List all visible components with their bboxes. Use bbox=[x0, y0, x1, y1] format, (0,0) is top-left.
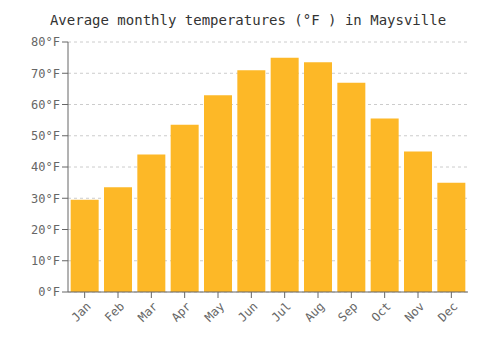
svg-text:Aug: Aug bbox=[302, 299, 327, 324]
svg-text:50°F: 50°F bbox=[31, 129, 60, 143]
svg-text:Apr: Apr bbox=[169, 299, 194, 324]
svg-text:80°F: 80°F bbox=[31, 35, 60, 49]
svg-text:Oct: Oct bbox=[369, 299, 394, 324]
svg-text:Mar: Mar bbox=[135, 299, 160, 324]
svg-text:60°F: 60°F bbox=[31, 98, 60, 112]
svg-text:Jul: Jul bbox=[269, 299, 294, 324]
svg-text:20°F: 20°F bbox=[31, 223, 60, 237]
svg-text:40°F: 40°F bbox=[31, 160, 60, 174]
svg-text:0°F: 0°F bbox=[38, 285, 60, 299]
svg-text:Feb: Feb bbox=[102, 299, 127, 324]
svg-text:10°F: 10°F bbox=[31, 254, 60, 268]
svg-text:Nov: Nov bbox=[402, 299, 427, 324]
svg-text:30°F: 30°F bbox=[31, 192, 60, 206]
svg-text:Jun: Jun bbox=[235, 299, 260, 324]
svg-text:70°F: 70°F bbox=[31, 67, 60, 81]
html-text:Average monthly temperatures (: Average monthly temperatures (°F ) in Ma… bbox=[49, 12, 447, 28]
svg-text:Jan: Jan bbox=[69, 299, 94, 324]
svg-text:Sep: Sep bbox=[335, 299, 360, 324]
svg-text:May: May bbox=[202, 299, 227, 324]
svg-text:Dec: Dec bbox=[435, 299, 460, 324]
